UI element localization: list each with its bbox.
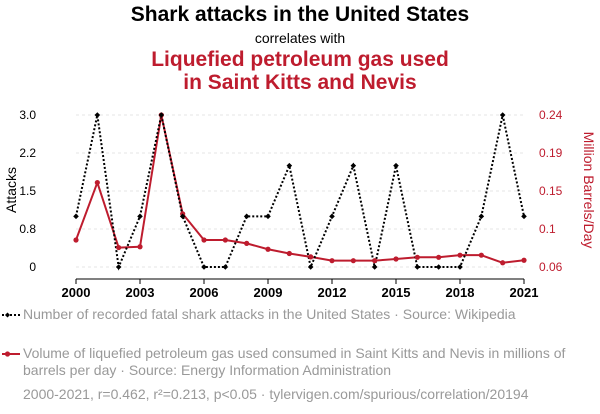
left-tick-label: 1.5 bbox=[19, 184, 36, 198]
chart-title-secondary: Liquefied petroleum gas used in Saint Ki… bbox=[0, 48, 600, 94]
lpg-point bbox=[244, 240, 250, 246]
shark-point bbox=[499, 112, 506, 118]
shark-point bbox=[115, 264, 122, 270]
x-tick-label: 2018 bbox=[446, 285, 475, 300]
left-tick-label: 0.8 bbox=[19, 222, 36, 236]
lpg-point bbox=[137, 244, 143, 250]
y-axis-label-left: Attacks bbox=[3, 167, 19, 213]
right-axis-ticks: 0.24 0.19 0.15 0.1 0.06 bbox=[539, 108, 563, 274]
lpg-point bbox=[521, 257, 527, 263]
series-markers bbox=[73, 112, 527, 270]
legend-marker-shark bbox=[2, 312, 20, 318]
left-tick-label: 0 bbox=[29, 260, 36, 274]
lpg-point bbox=[116, 244, 122, 251]
chart-subtitle: correlates with bbox=[254, 30, 346, 46]
lpg-point bbox=[478, 252, 484, 258]
title-secondary-line1: Liquefied petroleum gas used bbox=[151, 48, 449, 71]
lpg-point bbox=[414, 254, 420, 260]
lpg-point bbox=[393, 256, 399, 262]
shark-point bbox=[393, 162, 399, 169]
right-tick-label: 0.24 bbox=[539, 108, 563, 122]
left-axis-ticks: 3.0 2.2 1.5 0.8 0 bbox=[19, 108, 36, 274]
shark-point bbox=[137, 213, 143, 220]
lpg-point bbox=[308, 254, 314, 260]
x-tick-label: 2009 bbox=[254, 285, 283, 300]
shark-point bbox=[350, 162, 357, 169]
right-tick-label: 0.1 bbox=[539, 222, 556, 236]
shark-point bbox=[414, 264, 421, 270]
x-tick-label: 2003 bbox=[126, 285, 155, 300]
shark-point bbox=[478, 213, 485, 220]
lpg-line bbox=[75, 114, 525, 264]
lpg-point bbox=[372, 258, 378, 264]
lpg-point bbox=[436, 254, 442, 260]
x-tick-label: 2015 bbox=[382, 285, 411, 300]
title-secondary-line2: in Saint Kitts and Nevis bbox=[183, 71, 417, 94]
x-tick-label: 2012 bbox=[318, 285, 347, 300]
shark-point bbox=[371, 264, 378, 270]
x-tick-label: 2000 bbox=[62, 285, 91, 300]
lpg-point bbox=[286, 250, 292, 257]
right-tick-label: 0.19 bbox=[539, 146, 563, 160]
lpg-point bbox=[201, 237, 207, 243]
legend-label-shark: Number of recorded fatal shark attacks i… bbox=[23, 306, 516, 322]
shark-point bbox=[457, 264, 463, 270]
left-tick-label: 3.0 bbox=[19, 108, 36, 122]
lpg-point bbox=[222, 237, 228, 243]
lpg-point bbox=[457, 252, 463, 258]
shark-point bbox=[73, 213, 79, 220]
shark-point bbox=[329, 213, 335, 220]
legend-marker-lpg bbox=[2, 351, 20, 357]
left-tick-label: 2.2 bbox=[19, 146, 36, 160]
shark-point bbox=[286, 162, 293, 169]
right-tick-label: 0.06 bbox=[539, 260, 563, 274]
shark-point bbox=[94, 112, 101, 118]
right-tick-label: 0.15 bbox=[539, 184, 563, 198]
x-tick-label: 2006 bbox=[190, 285, 219, 300]
grid-lines bbox=[76, 114, 524, 268]
shark-point bbox=[201, 264, 207, 270]
shark-point bbox=[158, 112, 165, 118]
shark-point bbox=[307, 264, 314, 270]
shark-point bbox=[521, 213, 527, 220]
series-lines bbox=[75, 114, 525, 271]
x-tick-label: 2021 bbox=[510, 285, 539, 300]
lpg-point bbox=[94, 179, 100, 186]
x-axis: 2000 2003 2006 2009 2012 2015 2018 2021 bbox=[62, 278, 539, 300]
lpg-point bbox=[329, 258, 335, 264]
shark-point bbox=[435, 264, 442, 270]
title-block: Shark attacks in the United States corre… bbox=[0, 0, 600, 94]
shark-point bbox=[243, 213, 250, 220]
lpg-point bbox=[73, 237, 79, 243]
shark-point bbox=[265, 213, 271, 220]
y-axis-label-right: Million Barrels/Day bbox=[581, 132, 597, 249]
chart-title: Shark attacks in the United States bbox=[130, 3, 470, 26]
lpg-point bbox=[350, 258, 356, 264]
lpg-point bbox=[500, 260, 506, 266]
shark-point bbox=[222, 264, 229, 270]
shark-point bbox=[179, 213, 186, 220]
footer-stats: 2000-2021, r=0.462, r²=0.213, p<0.05 · t… bbox=[23, 386, 529, 402]
legend-label-lpg: Volume of liquefied petroleum gas used c… bbox=[23, 345, 566, 378]
lpg-point bbox=[265, 246, 271, 252]
